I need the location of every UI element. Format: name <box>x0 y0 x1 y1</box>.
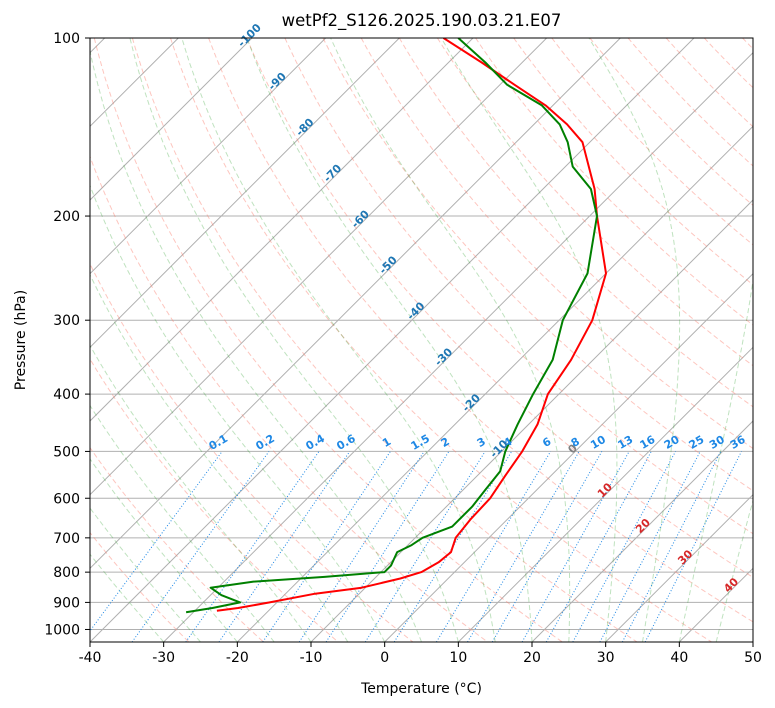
moist-adiabat-line <box>715 498 753 642</box>
isotherm-line <box>90 38 327 275</box>
dry-adiabat-line <box>208 38 753 623</box>
x-tick-label: -20 <box>226 650 249 666</box>
mixing-ratio-line <box>131 451 270 642</box>
x-tick-label: 10 <box>449 650 467 666</box>
dry-adiabat-line <box>322 38 753 492</box>
dry-adiabat-line <box>93 38 563 642</box>
moist-adiabat-line <box>440 38 618 642</box>
moist-adiabat-line <box>678 38 753 642</box>
y-tick-label: 600 <box>53 491 80 507</box>
moist-adiabat-line <box>90 273 349 642</box>
isotherm-line <box>90 38 621 570</box>
dry-adiabat-line <box>284 38 753 535</box>
x-tick-label: 40 <box>670 650 688 666</box>
mixing-ratio-line <box>572 451 676 642</box>
moist-adiabat-line <box>90 458 238 642</box>
y-tick-label: 700 <box>53 531 80 547</box>
dry-adiabat-line <box>436 38 753 367</box>
mixing-ratio-line <box>545 451 652 642</box>
moist-adiabat-line <box>181 38 496 642</box>
y-tick-label: 100 <box>53 31 80 47</box>
y-tick-label: 500 <box>53 444 80 460</box>
y-tick-label: 900 <box>53 595 80 611</box>
x-axis-label: Temperature (°C) <box>360 681 482 697</box>
isotherm-line <box>90 38 548 496</box>
dewpoint-profile-line <box>185 38 598 614</box>
isotherm-line <box>90 38 474 422</box>
chart-title: wetPf2_S126.2025.190.03.21.E07 <box>282 11 562 31</box>
dry-adiabat-line <box>627 38 753 167</box>
mixing-ratio-line <box>467 451 580 642</box>
y-axis-label: Pressure (hPa) <box>13 290 29 390</box>
dry-adiabat-line <box>170 38 712 642</box>
dry-adiabat-line <box>360 38 753 450</box>
moist-adiabat-line <box>90 404 275 642</box>
series-group <box>185 38 607 614</box>
dry-adiabat-line <box>551 38 753 246</box>
isotherm-line <box>531 420 753 642</box>
moist-adiabat-line <box>129 38 459 642</box>
dry-adiabat-line <box>90 262 414 642</box>
isotherm-line <box>163 51 753 642</box>
plot-frame <box>89 37 754 643</box>
y-tick-label: 800 <box>53 565 80 581</box>
dry-adiabat-line <box>90 446 264 642</box>
mixing-ratio-line <box>644 451 742 642</box>
isotherm-line <box>605 493 753 642</box>
x-tick-label: 50 <box>744 650 762 666</box>
dry-adiabat-line <box>513 38 753 286</box>
temperature-profile-line <box>216 38 607 612</box>
isotherm-line <box>90 38 253 201</box>
mixing-ratio-line <box>262 451 391 642</box>
mixing-ratio-line <box>90 451 223 632</box>
isotherm-line <box>384 272 753 642</box>
x-tick-label: -30 <box>152 650 175 666</box>
dry-adiabat-line <box>246 38 753 578</box>
isotherm-line <box>90 38 400 349</box>
y-tick-label: 400 <box>53 387 80 403</box>
moist-adiabat-line <box>90 184 386 642</box>
moist-adiabat-line <box>90 48 422 642</box>
dry-adiabat-line <box>90 155 488 642</box>
mixing-ratio-line <box>218 451 351 642</box>
axes: -40 -30 -20 -10 0 10 20 30 40 50 100 200 300 400 500 60… <box>44 31 762 666</box>
moist-adiabat-line <box>588 38 681 642</box>
x-tick-label: 0 <box>380 650 389 666</box>
mixing-ratio-line <box>298 451 425 642</box>
mixing-ratio-line <box>435 451 552 642</box>
isotherm-line <box>457 346 753 642</box>
dry-adiabat-line <box>131 38 638 642</box>
moist-adiabat-line <box>246 38 533 642</box>
y-tick-label: 200 <box>53 209 80 225</box>
y-tick-label: 300 <box>53 313 80 329</box>
mixing-ratio-line <box>491 451 603 642</box>
isotherm-line <box>90 38 695 642</box>
isotherm-line <box>310 199 753 642</box>
x-tick-label: -40 <box>79 650 102 666</box>
dry-adiabat-line <box>90 358 339 642</box>
x-tick-label: 20 <box>523 650 541 666</box>
mixing-ratio-line <box>521 451 630 642</box>
y-tick-label: 1000 <box>44 622 80 638</box>
dry-adiabat-line <box>398 38 753 408</box>
isotherm-line <box>236 125 753 642</box>
x-tick-label: 30 <box>597 650 615 666</box>
x-tick-label: -10 <box>300 650 323 666</box>
